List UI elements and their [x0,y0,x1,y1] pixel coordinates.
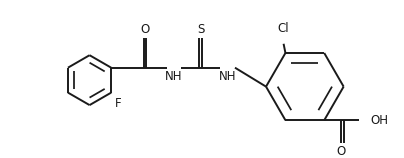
Text: OH: OH [370,114,388,127]
Text: F: F [115,97,122,110]
Text: NH: NH [219,70,236,83]
Text: O: O [336,145,345,158]
Text: Cl: Cl [278,22,289,36]
Text: NH: NH [165,70,183,83]
Text: O: O [141,23,150,36]
Text: S: S [197,23,204,36]
